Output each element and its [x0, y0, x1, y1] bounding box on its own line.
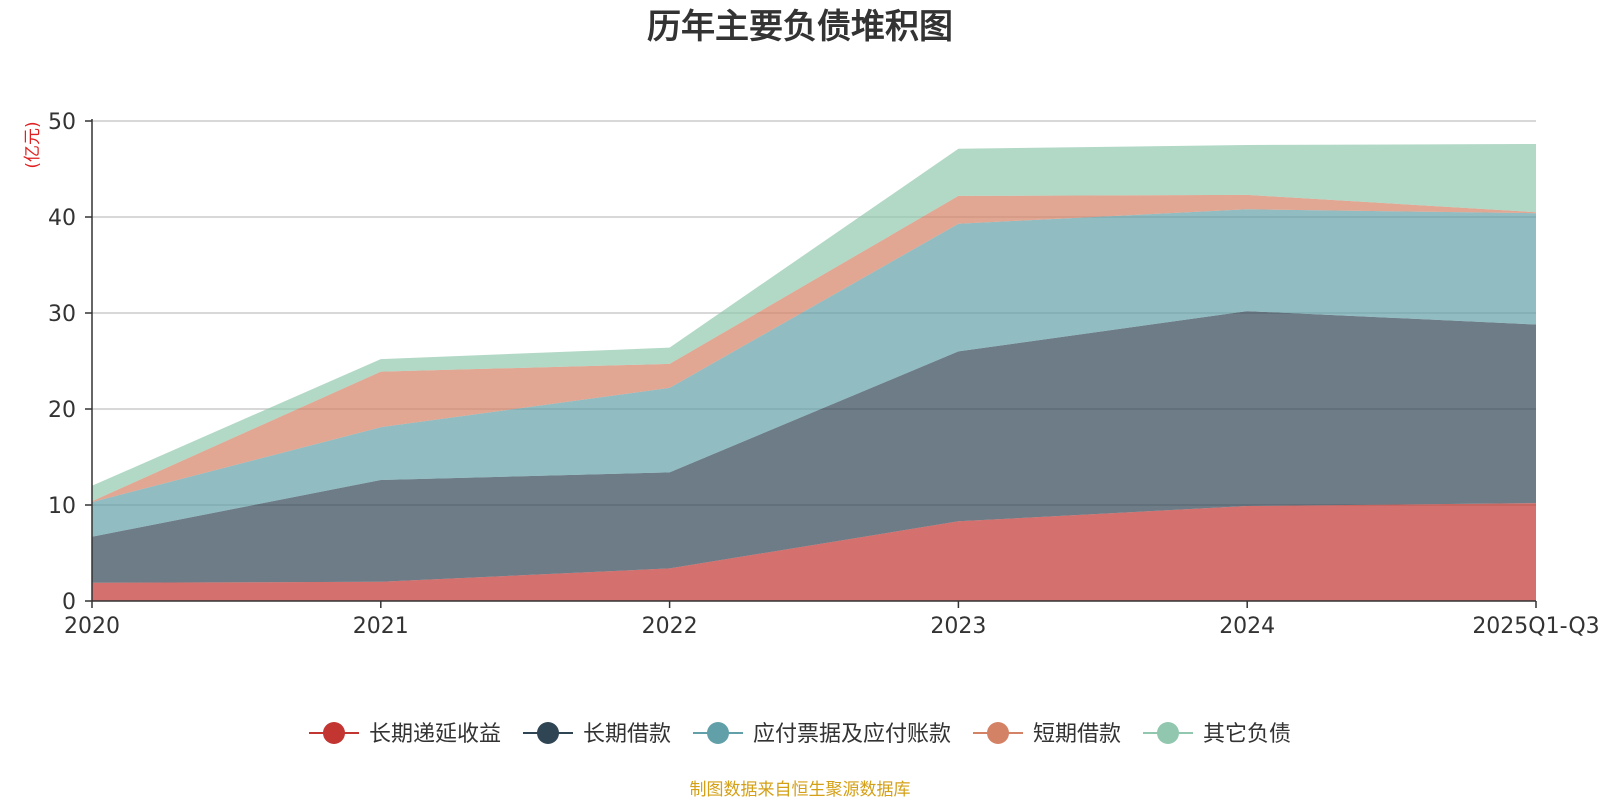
x-tick-label: 2022	[642, 614, 698, 639]
legend-item-4[interactable]: 其它负债	[1143, 722, 1291, 747]
y-axis-unit-label: (亿元)	[23, 121, 43, 168]
legend-dot-icon	[537, 722, 559, 744]
axes: 0 10 20 30 40 50 2020 2021 2022 2023 2024 2025Q1-Q3	[48, 110, 1600, 639]
area-series-2[interactable]	[92, 209, 1536, 537]
y-tick-label: 30	[48, 302, 76, 327]
legend-item-3[interactable]: 短期借款	[973, 722, 1121, 747]
data-source-note: 制图数据来自恒生聚源数据库	[690, 780, 911, 800]
legend-label: 短期借款	[1033, 722, 1121, 747]
x-tick-label: 2021	[353, 614, 409, 639]
legend-item-2[interactable]: 应付票据及应付账款	[693, 722, 951, 747]
legend-label: 长期递延收益	[369, 722, 501, 747]
area-series-group	[92, 144, 1536, 601]
legend-label: 应付票据及应付账款	[753, 722, 951, 747]
legend-dot-icon	[323, 722, 345, 744]
legend-dot-icon	[707, 722, 729, 744]
legend-label: 长期借款	[583, 722, 671, 747]
legend: 长期递延收益 长期借款 应付票据及应付账款 短期借款 其它负债	[309, 722, 1291, 747]
y-tick-label: 20	[48, 398, 76, 423]
legend-item-0[interactable]: 长期递延收益	[309, 722, 501, 747]
legend-dot-icon	[987, 722, 1009, 744]
chart-title: 历年主要负债堆积图	[647, 7, 953, 47]
y-tick-label: 40	[48, 206, 76, 231]
y-tick-label: 10	[48, 494, 76, 519]
x-tick-label: 2025Q1-Q3	[1472, 614, 1599, 639]
x-tick-label: 2023	[930, 614, 986, 639]
legend-dot-icon	[1157, 722, 1179, 744]
x-tick-label: 2024	[1219, 614, 1275, 639]
y-tick-label: 50	[48, 110, 76, 135]
area-series-4[interactable]	[92, 144, 1536, 502]
y-tick-label: 0	[62, 590, 76, 615]
area-series-1[interactable]	[92, 311, 1536, 583]
legend-item-1[interactable]: 长期借款	[523, 722, 671, 747]
x-tick-label: 2020	[64, 614, 120, 639]
area-series-0[interactable]	[92, 503, 1536, 601]
legend-label: 其它负债	[1203, 722, 1291, 747]
